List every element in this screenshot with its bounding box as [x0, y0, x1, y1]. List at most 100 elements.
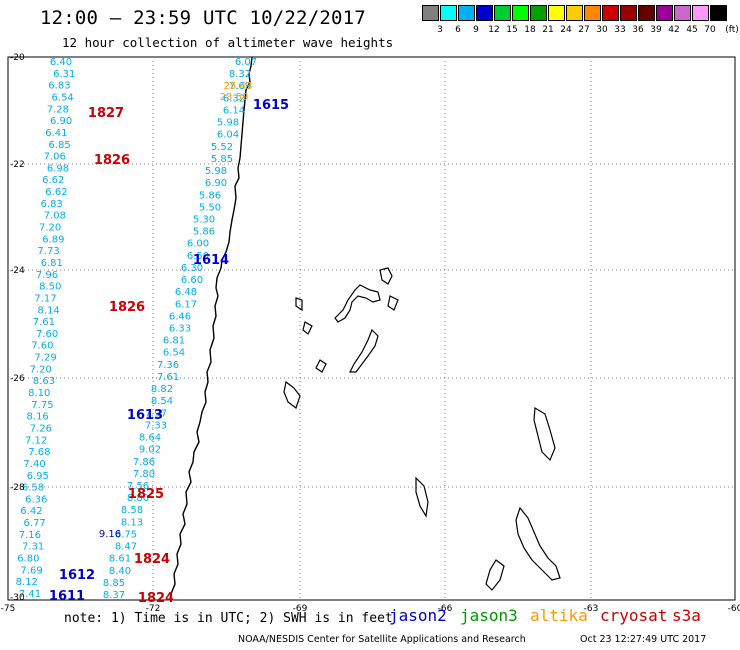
wave-height-value: 8.40	[109, 566, 131, 577]
wave-height-value: 5.52	[211, 142, 233, 153]
legend-value: 45	[686, 25, 698, 35]
wave-height-value: 7.31	[22, 542, 44, 553]
footer-note: note: 1) Time is in UTC; 2) SWH is in fe…	[64, 611, 393, 626]
island-3	[349, 328, 379, 373]
legend-swatch	[566, 5, 583, 21]
wave-height-value-high: 23.59	[220, 92, 249, 103]
island-7	[387, 295, 399, 311]
wave-height-value: 7.80	[133, 469, 155, 480]
legend-swatch	[422, 5, 439, 21]
wave-height-value: 7.56	[127, 481, 149, 492]
wave-height-value: 6.54	[163, 348, 185, 359]
legend-swatch	[476, 5, 493, 21]
wave-height-value: 7.60	[36, 329, 58, 340]
wave-height-value: 6.62	[45, 187, 67, 198]
wave-height-value: 6.42	[20, 506, 42, 517]
sat-label-jason3: jason3	[460, 606, 518, 625]
legend-value: 36	[632, 25, 644, 35]
wave-height-value: 7.12	[25, 435, 47, 446]
wave-height-value: 6.83	[41, 199, 63, 210]
wave-height-value: 8.37	[103, 590, 125, 601]
legend-swatch	[548, 5, 565, 21]
legend-swatch	[710, 5, 727, 21]
wave-height-value: 6.00	[187, 239, 209, 250]
island-6	[302, 321, 313, 335]
island-11	[485, 559, 505, 591]
wave-height-value: 8.50	[39, 282, 61, 293]
pass-label: 1824	[134, 552, 170, 567]
wave-height-value: 9.02	[139, 445, 161, 456]
legend-value: 27	[578, 25, 590, 35]
wave-height-value: 7.60	[31, 341, 53, 352]
legend-swatch	[494, 5, 511, 21]
legend-swatch	[530, 5, 547, 21]
wave-height-value: 8.82	[151, 384, 173, 395]
legend-value: 70	[704, 25, 716, 35]
wave-height-value: 7.20	[30, 364, 52, 375]
pass-label: 1826	[109, 300, 145, 315]
legend-value: 9	[473, 25, 479, 35]
island-4	[283, 380, 301, 409]
wave-height-value: 7.86	[133, 457, 155, 468]
wave-height-value: 7.69	[229, 81, 251, 92]
wave-height-value: 8.64	[139, 433, 161, 444]
wave-height-value: 8.75	[115, 529, 137, 540]
legend-value: 33	[614, 25, 626, 35]
pass-label: 1612	[59, 568, 95, 583]
wave-height-value: 7.16	[19, 530, 41, 541]
wave-height-value: 8.80	[127, 493, 149, 504]
wave-height-value: 5.98	[205, 166, 227, 177]
wave-height-value: 6.83	[48, 81, 70, 92]
pass-label: 1613	[127, 408, 163, 423]
wave-height-value: 8.61	[109, 554, 131, 565]
wave-height-value: 6.07	[235, 57, 257, 68]
coastline	[169, 56, 561, 601]
legend-unit: (ft)	[725, 25, 739, 35]
wave-height-value: 5.85	[211, 154, 233, 165]
legend-swatch	[620, 5, 637, 21]
pass-label: 1614	[193, 253, 229, 268]
wave-height-value: 8.32	[229, 69, 251, 80]
legend-swatch	[674, 5, 691, 21]
legend-swatch	[512, 5, 529, 21]
legend-value: 6	[455, 25, 461, 35]
legend-swatch	[692, 5, 709, 21]
wave-height-value: 7.29	[34, 353, 56, 364]
legend-value: 15	[506, 25, 518, 35]
wave-height-value: 6.46	[169, 311, 191, 322]
wave-height-value: 6.90	[205, 178, 227, 189]
wave-height-value: 6.33	[169, 324, 191, 335]
wave-height-points: 6.406.316.836.547.286.906.416.857.066.98…	[16, 57, 257, 601]
lat-tick-label: -30	[10, 593, 25, 603]
gran-chaco-island-1	[334, 284, 381, 323]
pass-label: 1824	[138, 591, 174, 606]
wave-height-value: 6.41	[45, 128, 67, 139]
axis-ticks: -20 -22 -24 -26 -28 -30-75 -72 -69 -66 -63 -60	[1, 53, 740, 614]
map-grid	[7, 56, 736, 601]
wave-height-value: 6.04	[217, 130, 239, 141]
wave-height-value-dark: 9.16	[99, 529, 121, 540]
wave-height-value: 7.61	[33, 317, 55, 328]
wave-height-value: 6.30	[181, 263, 203, 274]
island-12	[315, 359, 327, 373]
lat-tick-label: -20	[10, 53, 25, 63]
legend-value: 30	[596, 25, 608, 35]
lon-tick-label: -75	[1, 604, 16, 614]
pass-label: 1826	[94, 153, 130, 168]
pass-label: 1827	[88, 106, 124, 121]
wave-height-value: 6.60	[181, 275, 203, 286]
wave-height-value: 6.14	[223, 105, 245, 116]
wave-height-value: 6.80	[17, 554, 39, 565]
lat-tick-label: -26	[10, 374, 25, 384]
island-5	[295, 297, 303, 312]
wave-height-legend: 3 6 9 12 15 18 21 24 27 30 33 36 39 42 45 70 (ft)	[422, 5, 739, 39]
wave-height-value: 5.86	[199, 190, 221, 201]
wave-height-value: 7.40	[23, 459, 45, 470]
lon-tick-label: -66	[438, 604, 453, 614]
sat-label-s3a: s3a	[672, 606, 701, 625]
legend-swatch	[584, 5, 601, 21]
wave-height-value: 7.68	[28, 447, 50, 458]
wave-height-value: 7.97	[145, 408, 167, 419]
wave-height-value: 6.81	[163, 336, 185, 347]
page-title: 12:00 — 23:59 UTC 10/22/2017	[40, 7, 366, 29]
